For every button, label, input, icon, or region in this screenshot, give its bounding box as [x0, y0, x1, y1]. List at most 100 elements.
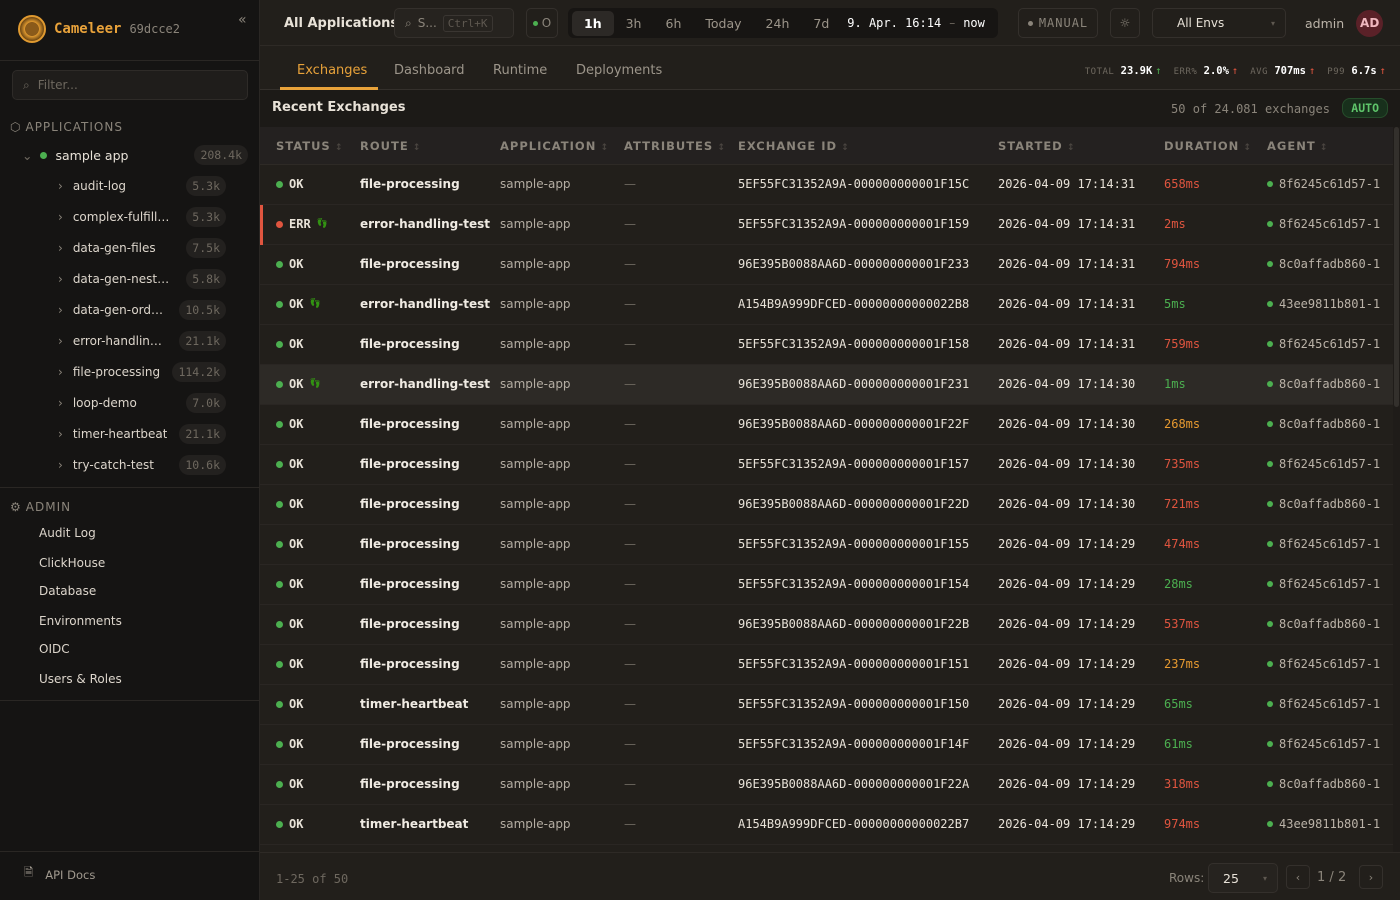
time-option[interactable]: 6h: [665, 15, 682, 31]
table-row[interactable]: OK file-processing sample-app — 96E395B0088A…: [260, 405, 1393, 445]
tab-runtime[interactable]: Runtime: [493, 63, 548, 78]
sidebar-route-item[interactable]: › file-processing 114.2k: [58, 360, 226, 384]
route-cell[interactable]: file-processing: [360, 617, 460, 631]
route-cell[interactable]: timer-heartbeat: [360, 697, 469, 711]
agent-cell[interactable]: 8f6245c61d57-1: [1267, 697, 1380, 711]
route-cell[interactable]: error-handling-test: [360, 297, 490, 311]
user-menu[interactable]: admin AD: [1305, 8, 1384, 38]
table-row[interactable]: OK file-processing sample-app — 96E395B0088A…: [260, 605, 1393, 645]
route-cell[interactable]: file-processing: [360, 577, 460, 591]
route-cell[interactable]: error-handling-test: [360, 377, 490, 391]
api-docs-link[interactable]: 🗎 API Docs: [24, 865, 95, 884]
sidebar-route-item[interactable]: › data-gen-files 7.5k: [58, 236, 226, 260]
exchange-id-cell[interactable]: 5EF55FC31352A9A-000000000001F155: [738, 537, 970, 551]
agent-cell[interactable]: 8c0affadb860-1: [1267, 417, 1380, 431]
table-row[interactable]: OK file-processing sample-app — 5EF55FC31352…: [260, 565, 1393, 605]
exchange-id-cell[interactable]: 96E395B0088AA6D-000000000001F22F: [738, 417, 970, 431]
table-row[interactable]: OK file-processing sample-app — 96E395B0088A…: [260, 245, 1393, 285]
sidebar-route-item[interactable]: › error-handling-… 21.1k: [58, 329, 226, 353]
route-cell[interactable]: error-handling-test: [360, 217, 490, 231]
table-row[interactable]: OK timer-heartbeat sample-app — 5EF55FC31352…: [260, 685, 1393, 725]
exchange-id-cell[interactable]: 5EF55FC31352A9A-000000000001F15C: [738, 177, 970, 191]
table-row[interactable]: OK 👣 error-handling-test sample-app — 96E395B…: [260, 365, 1393, 405]
brand[interactable]: Cameleer 69dcce2: [18, 15, 180, 43]
live-toggle[interactable]: O: [526, 8, 558, 38]
column-header-agent[interactable]: AGENT: [1267, 139, 1328, 153]
sidebar-admin-item[interactable]: OIDC: [39, 642, 70, 656]
exchange-id-cell[interactable]: A154B9A999DFCED-00000000000022B8: [738, 297, 970, 311]
manual-refresh-toggle[interactable]: MANUAL: [1018, 8, 1098, 38]
table-row[interactable]: ERR 👣 error-handling-test sample-app — 5EF55F…: [260, 205, 1393, 245]
route-cell[interactable]: file-processing: [360, 457, 460, 471]
column-header-status[interactable]: STATUS: [276, 139, 343, 153]
exchange-id-cell[interactable]: 5EF55FC31352A9A-000000000001F14F: [738, 737, 970, 751]
route-cell[interactable]: file-processing: [360, 777, 460, 791]
table-row[interactable]: OK file-processing sample-app — 5EF55FC31352…: [260, 525, 1393, 565]
agent-cell[interactable]: 8c0affadb860-1: [1267, 257, 1380, 271]
exchange-id-cell[interactable]: 5EF55FC31352A9A-000000000001F159: [738, 217, 970, 231]
time-option[interactable]: Today: [705, 15, 742, 31]
agent-cell[interactable]: 8c0affadb860-1: [1267, 617, 1380, 631]
sidebar-route-item[interactable]: › complex-fulfillm… 5.3k: [58, 205, 226, 229]
sidebar-admin-item[interactable]: Database: [39, 584, 97, 598]
rows-per-page-select[interactable]: 25 ▾: [1208, 863, 1278, 893]
agent-cell[interactable]: 8c0affadb860-1: [1267, 777, 1380, 791]
table-row[interactable]: OK file-processing sample-app — 5EF55FC31352…: [260, 645, 1393, 685]
table-row[interactable]: OK file-processing sample-app — 5EF55FC31352…: [260, 325, 1393, 365]
environment-select[interactable]: All Envs ▾: [1152, 8, 1286, 38]
table-row[interactable]: OK timer-heartbeat sample-app — A154B9A999DF…: [260, 805, 1393, 845]
sidebar-route-item[interactable]: › loop-demo 7.0k: [58, 391, 226, 415]
exchange-id-cell[interactable]: 5EF55FC31352A9A-000000000001F154: [738, 577, 970, 591]
table-row[interactable]: OK file-processing sample-app — 5EF55FC31352…: [260, 165, 1393, 205]
route-cell[interactable]: file-processing: [360, 737, 460, 751]
exchange-id-cell[interactable]: 5EF55FC31352A9A-000000000001F151: [738, 657, 970, 671]
prev-page-button[interactable]: ‹: [1286, 865, 1310, 889]
exchange-id-cell[interactable]: 96E395B0088AA6D-000000000001F231: [738, 377, 970, 391]
auto-refresh-badge[interactable]: AUTO: [1342, 98, 1388, 118]
agent-cell[interactable]: 8c0affadb860-1: [1267, 497, 1380, 511]
sidebar-route-item[interactable]: › data-gen-orders 10.5k: [58, 298, 226, 322]
search-button[interactable]: ⌕ S... Ctrl+K: [394, 8, 514, 38]
theme-toggle-sun-icon[interactable]: ☼: [1110, 8, 1140, 38]
column-header-started[interactable]: STARTED: [998, 139, 1075, 153]
route-cell[interactable]: file-processing: [360, 417, 460, 431]
route-cell[interactable]: file-processing: [360, 257, 460, 271]
tab-dashboard[interactable]: Dashboard: [394, 63, 465, 78]
agent-cell[interactable]: 8f6245c61d57-1: [1267, 537, 1380, 551]
sidebar-admin-item[interactable]: Audit Log: [39, 526, 96, 540]
sidebar-admin-item[interactable]: ClickHouse: [39, 556, 106, 570]
next-page-button[interactable]: ›: [1359, 865, 1383, 889]
time-option[interactable]: 24h: [765, 15, 790, 31]
range-end[interactable]: now: [963, 16, 985, 30]
route-cell[interactable]: file-processing: [360, 657, 460, 671]
range-start[interactable]: 9. Apr. 16:14: [847, 16, 942, 30]
table-row[interactable]: OK file-processing sample-app — 96E395B0088A…: [260, 765, 1393, 805]
exchange-id-cell[interactable]: A154B9A999DFCED-00000000000022B7: [738, 817, 970, 831]
time-option[interactable]: 1h: [572, 10, 614, 36]
exchange-id-cell[interactable]: 96E395B0088AA6D-000000000001F233: [738, 257, 970, 271]
sidebar-route-item[interactable]: › timer-heartbeat 21.1k: [58, 422, 226, 446]
agent-cell[interactable]: 8f6245c61d57-1: [1267, 337, 1380, 351]
sidebar-admin-item[interactable]: Environments: [39, 614, 122, 628]
route-cell[interactable]: file-processing: [360, 537, 460, 551]
sidebar-admin-item[interactable]: Users & Roles: [39, 672, 122, 686]
scrollbar-thumb[interactable]: [1394, 127, 1399, 407]
time-option[interactable]: 7d: [813, 15, 830, 31]
column-header-route[interactable]: ROUTE: [360, 139, 421, 153]
agent-cell[interactable]: 8f6245c61d57-1: [1267, 457, 1380, 471]
exchange-id-cell[interactable]: 5EF55FC31352A9A-000000000001F158: [738, 337, 970, 351]
agent-cell[interactable]: 8f6245c61d57-1: [1267, 577, 1380, 591]
exchange-id-cell[interactable]: 5EF55FC31352A9A-000000000001F150: [738, 697, 970, 711]
route-cell[interactable]: file-processing: [360, 337, 460, 351]
route-cell[interactable]: file-processing: [360, 177, 460, 191]
column-header-exchange-id[interactable]: EXCHANGE ID: [738, 139, 850, 153]
column-header-duration[interactable]: DURATION: [1164, 139, 1252, 153]
exchange-id-cell[interactable]: 96E395B0088AA6D-000000000001F22D: [738, 497, 970, 511]
exchange-id-cell[interactable]: 96E395B0088AA6D-000000000001F22A: [738, 777, 970, 791]
table-row[interactable]: OK file-processing sample-app — 96E395B0088A…: [260, 485, 1393, 525]
exchange-id-cell[interactable]: 5EF55FC31352A9A-000000000001F157: [738, 457, 970, 471]
route-cell[interactable]: timer-heartbeat: [360, 817, 469, 831]
table-row[interactable]: OK file-processing sample-app — 5EF55FC31352…: [260, 725, 1393, 765]
route-cell[interactable]: file-processing: [360, 497, 460, 511]
agent-cell[interactable]: 8f6245c61d57-1: [1267, 657, 1380, 671]
